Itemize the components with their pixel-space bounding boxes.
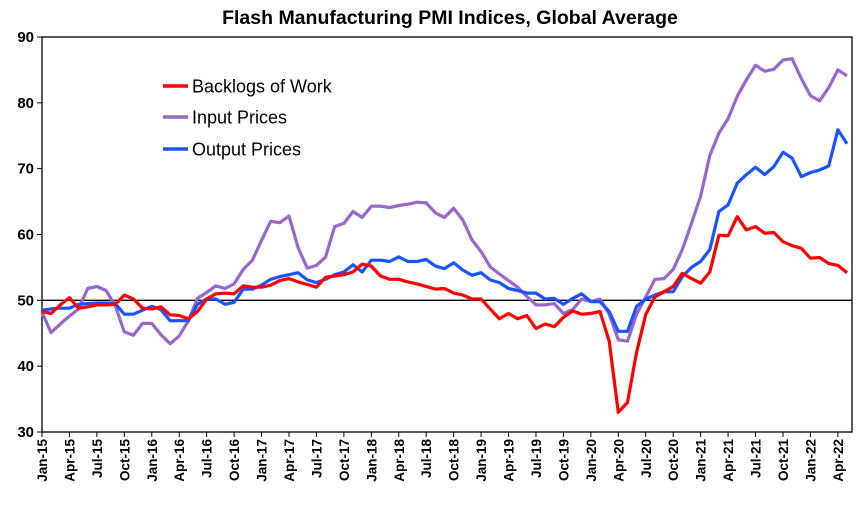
x-tick-label: Oct-20	[666, 439, 681, 481]
x-tick-label: Jan-22	[803, 439, 818, 482]
x-tick-label: Apr-17	[282, 439, 297, 482]
x-tick-label: Oct-17	[337, 439, 352, 481]
x-tick-label: Apr-21	[721, 439, 736, 482]
series-line-backlogs-of-work	[41, 215, 849, 414]
x-tick-label: Apr-20	[611, 439, 626, 482]
x-tick-label: Oct-21	[776, 439, 791, 482]
y-tick-label: 60	[17, 227, 34, 244]
x-tick-label: Apr-22	[831, 439, 846, 482]
x-tick-label: Jan-19	[474, 439, 489, 482]
legend-label: Backlogs of Work	[192, 77, 333, 97]
x-tick-label: Jul-21	[749, 439, 764, 479]
x-tick-label: Jan-18	[364, 439, 379, 482]
x-tick-label: Jan-17	[255, 439, 270, 482]
x-tick-label: Apr-15	[62, 439, 77, 482]
x-tick-label: Jul-16	[200, 439, 215, 479]
x-tick-label: Oct-18	[447, 439, 462, 482]
y-tick-label: 80	[17, 95, 34, 112]
x-tick-label: Apr-18	[392, 439, 407, 482]
x-tick-label: Jul-17	[309, 439, 324, 478]
x-tick-label: Jul-15	[90, 439, 105, 479]
legend-item-output-prices: Output Prices	[163, 140, 301, 160]
x-tick-label: Jul-18	[419, 439, 434, 479]
x-tick-label: Jan-15	[35, 439, 50, 482]
y-tick-label: 70	[17, 161, 34, 178]
x-tick-label: Jan-21	[694, 439, 709, 482]
x-tick-label: Oct-19	[556, 439, 571, 481]
y-tick-label: 30	[17, 424, 34, 441]
x-tick-label: Oct-16	[227, 439, 242, 482]
x-tick-label: Oct-15	[117, 439, 132, 482]
legend-item-input-prices: Input Prices	[163, 108, 287, 128]
x-tick-label: Apr-16	[172, 439, 187, 482]
y-tick-label: 90	[17, 29, 34, 46]
legend-item-backlogs-of-work: Backlogs of Work	[163, 77, 333, 97]
plot-frame	[41, 36, 853, 433]
axes: 30 40 50 60 70 80 90 Jan-15 Apr-15 Jul-15 Oct-15 Ja…	[17, 29, 853, 482]
legend: Backlogs of Work Input Prices Output Price…	[163, 77, 333, 160]
legend-label: Output Prices	[192, 140, 301, 160]
y-tick-label: 50	[17, 292, 34, 309]
x-tick-label: Jan-20	[584, 439, 599, 482]
series-line-output-prices	[41, 128, 849, 333]
x-tick-label: Jul-20	[639, 439, 654, 478]
series-layer	[40, 57, 849, 414]
chart-title: Flash Manufacturing PMI Indices, Global …	[222, 7, 678, 29]
x-tick-label: Apr-19	[502, 439, 517, 482]
legend-label: Input Prices	[192, 108, 287, 128]
series-line-input-prices	[40, 57, 848, 346]
y-tick-label: 40	[17, 358, 34, 375]
x-tick-label: Jan-16	[145, 439, 160, 482]
x-tick-label: Jul-19	[529, 439, 544, 478]
